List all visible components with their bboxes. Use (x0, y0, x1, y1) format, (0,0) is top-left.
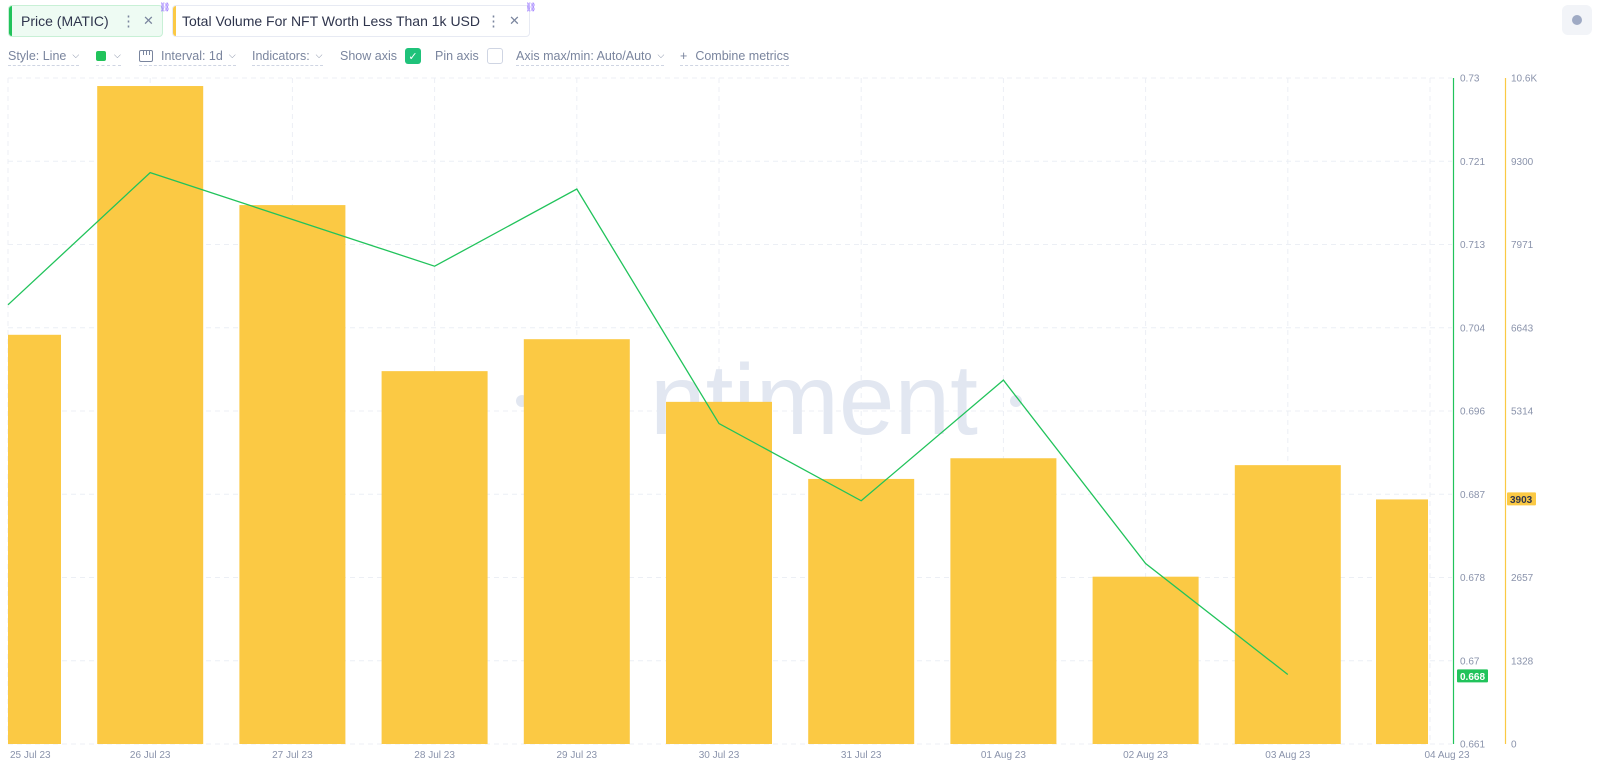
volume-tick-label: 1328 (1511, 656, 1534, 667)
interval-label: Interval: 1d (161, 48, 223, 63)
record-icon (1572, 15, 1582, 25)
more-options-icon[interactable]: ⋮ (486, 13, 501, 30)
volume-bar (808, 478, 915, 744)
axis-maxmin-label: Axis max/min: Auto/Auto (516, 48, 652, 63)
volume-tick-label: 6643 (1511, 323, 1534, 334)
link-icon[interactable]: ⛓ (159, 2, 171, 12)
volume-bar (666, 401, 772, 744)
volume-bar (523, 339, 630, 744)
metric-color-indicator (9, 6, 12, 36)
volume-current-badge (1507, 492, 1536, 506)
combine-metrics-label: Combine metrics (695, 48, 790, 63)
volume-bar (1376, 499, 1428, 744)
more-options-icon[interactable]: ⋮ (121, 13, 136, 30)
volume-tick-label: 5314 (1511, 407, 1534, 418)
volume-tick-label: 7971 (1511, 240, 1534, 251)
metric-color-indicator (173, 6, 176, 36)
price-current-badge (1457, 669, 1488, 683)
price-series-line (7, 171, 1289, 676)
interval-dropdown[interactable]: Interval: 1d ⌵ (139, 46, 236, 66)
x-tick-label: 27 Jul 23 (272, 750, 313, 761)
volume-tick-label: 10.6K (1511, 74, 1537, 85)
pin-axis-label: Pin axis (435, 49, 479, 63)
volume-tick-label: 9300 (1511, 157, 1534, 168)
x-tick-label: 26 Jul 23 (130, 750, 171, 761)
color-picker[interactable]: ⌵ (96, 46, 121, 66)
x-tick-label: 03 Aug 23 (1265, 750, 1310, 761)
x-tick-label: 30 Jul 23 (699, 750, 740, 761)
volume-current-value: 3903 (1510, 495, 1533, 506)
volume-tick-label: 0 (1511, 740, 1517, 751)
x-tick-label: 04 Aug 23 (1424, 750, 1469, 761)
volume-bar (1234, 465, 1341, 744)
show-axis-toggle[interactable]: Show axis ✓ (340, 46, 421, 66)
price-tick-label: 0.678 (1460, 573, 1485, 584)
volume-bar (950, 458, 1057, 744)
close-icon[interactable]: ✕ (143, 13, 154, 28)
indicators-label: Indicators: (252, 48, 310, 63)
price-tick-label: 0.721 (1460, 157, 1485, 168)
close-icon[interactable]: ✕ (509, 13, 520, 28)
volume-tick-label: 2657 (1511, 573, 1534, 584)
volume-bar (381, 371, 488, 744)
link-icon[interactable]: ⛓ (525, 2, 537, 12)
pin-axis-checkbox[interactable] (486, 48, 503, 64)
volume-bar (1092, 576, 1199, 744)
calendar-icon (139, 49, 153, 62)
combine-metrics-button[interactable]: + Combine metrics (680, 46, 790, 66)
style-dropdown[interactable]: Style: Line ⌵ (8, 46, 80, 66)
metric-tab-nft-volume[interactable]: Total Volume For NFT Worth Less Than 1k … (172, 2, 536, 37)
price-tick-label: 0.661 (1460, 740, 1485, 751)
price-tick-label: 0.704 (1460, 323, 1485, 334)
x-tick-label: 01 Aug 23 (981, 750, 1026, 761)
axis-maxmin-dropdown[interactable]: Axis max/min: Auto/Auto ⌵ (516, 46, 665, 66)
price-tick-label: 0.713 (1460, 240, 1485, 251)
price-line (7, 171, 1289, 676)
chevron-down-icon: ⌵ (114, 50, 121, 60)
price-tick-label: 0.696 (1460, 407, 1485, 418)
x-tick-label: 31 Jul 23 (841, 750, 882, 761)
price-tick-label: 0.687 (1460, 490, 1485, 501)
x-tick-label: 28 Jul 23 (414, 750, 455, 761)
volume-bar (239, 205, 346, 744)
color-swatch (96, 50, 106, 61)
x-tick-label: 02 Aug 23 (1123, 750, 1168, 761)
metric-tab-label: Price (MATIC) (21, 13, 109, 29)
volume-bar (97, 86, 204, 745)
price-tick-label: 0.73 (1460, 74, 1480, 85)
volume-bar (8, 334, 61, 744)
show-axis-checkbox[interactable]: ✓ (404, 48, 421, 64)
settings-button[interactable] (1562, 5, 1592, 35)
plus-icon: + (680, 48, 688, 63)
chevron-down-icon: ⌵ (657, 50, 665, 60)
chevron-down-icon: ⌵ (315, 50, 323, 60)
chevron-down-icon: ⌵ (228, 50, 236, 60)
price-current-value: 0.668 (1460, 672, 1485, 683)
show-axis-label: Show axis (340, 49, 397, 63)
price-tick-label: 0.67 (1460, 656, 1480, 667)
metric-tab-price[interactable]: Price (MATIC) ⋮ ✕ ⛓ (8, 2, 170, 37)
pin-axis-toggle[interactable]: Pin axis (435, 46, 503, 66)
chart-axes: 0.73 0.721 0.713 0.704 0.696 0.687 0.678 0.67 0.… (10, 74, 1537, 762)
indicators-dropdown[interactable]: Indicators: ⌵ (252, 46, 323, 66)
volume-bars (8, 86, 1428, 745)
chevron-down-icon: ⌵ (72, 50, 80, 60)
x-tick-label: 29 Jul 23 (557, 750, 598, 761)
x-tick-label: 25 Jul 23 (10, 750, 51, 761)
metric-tab-label: Total Volume For NFT Worth Less Than 1k … (182, 13, 481, 29)
watermark-dot (1010, 395, 1022, 407)
style-label: Style: Line (8, 48, 67, 63)
